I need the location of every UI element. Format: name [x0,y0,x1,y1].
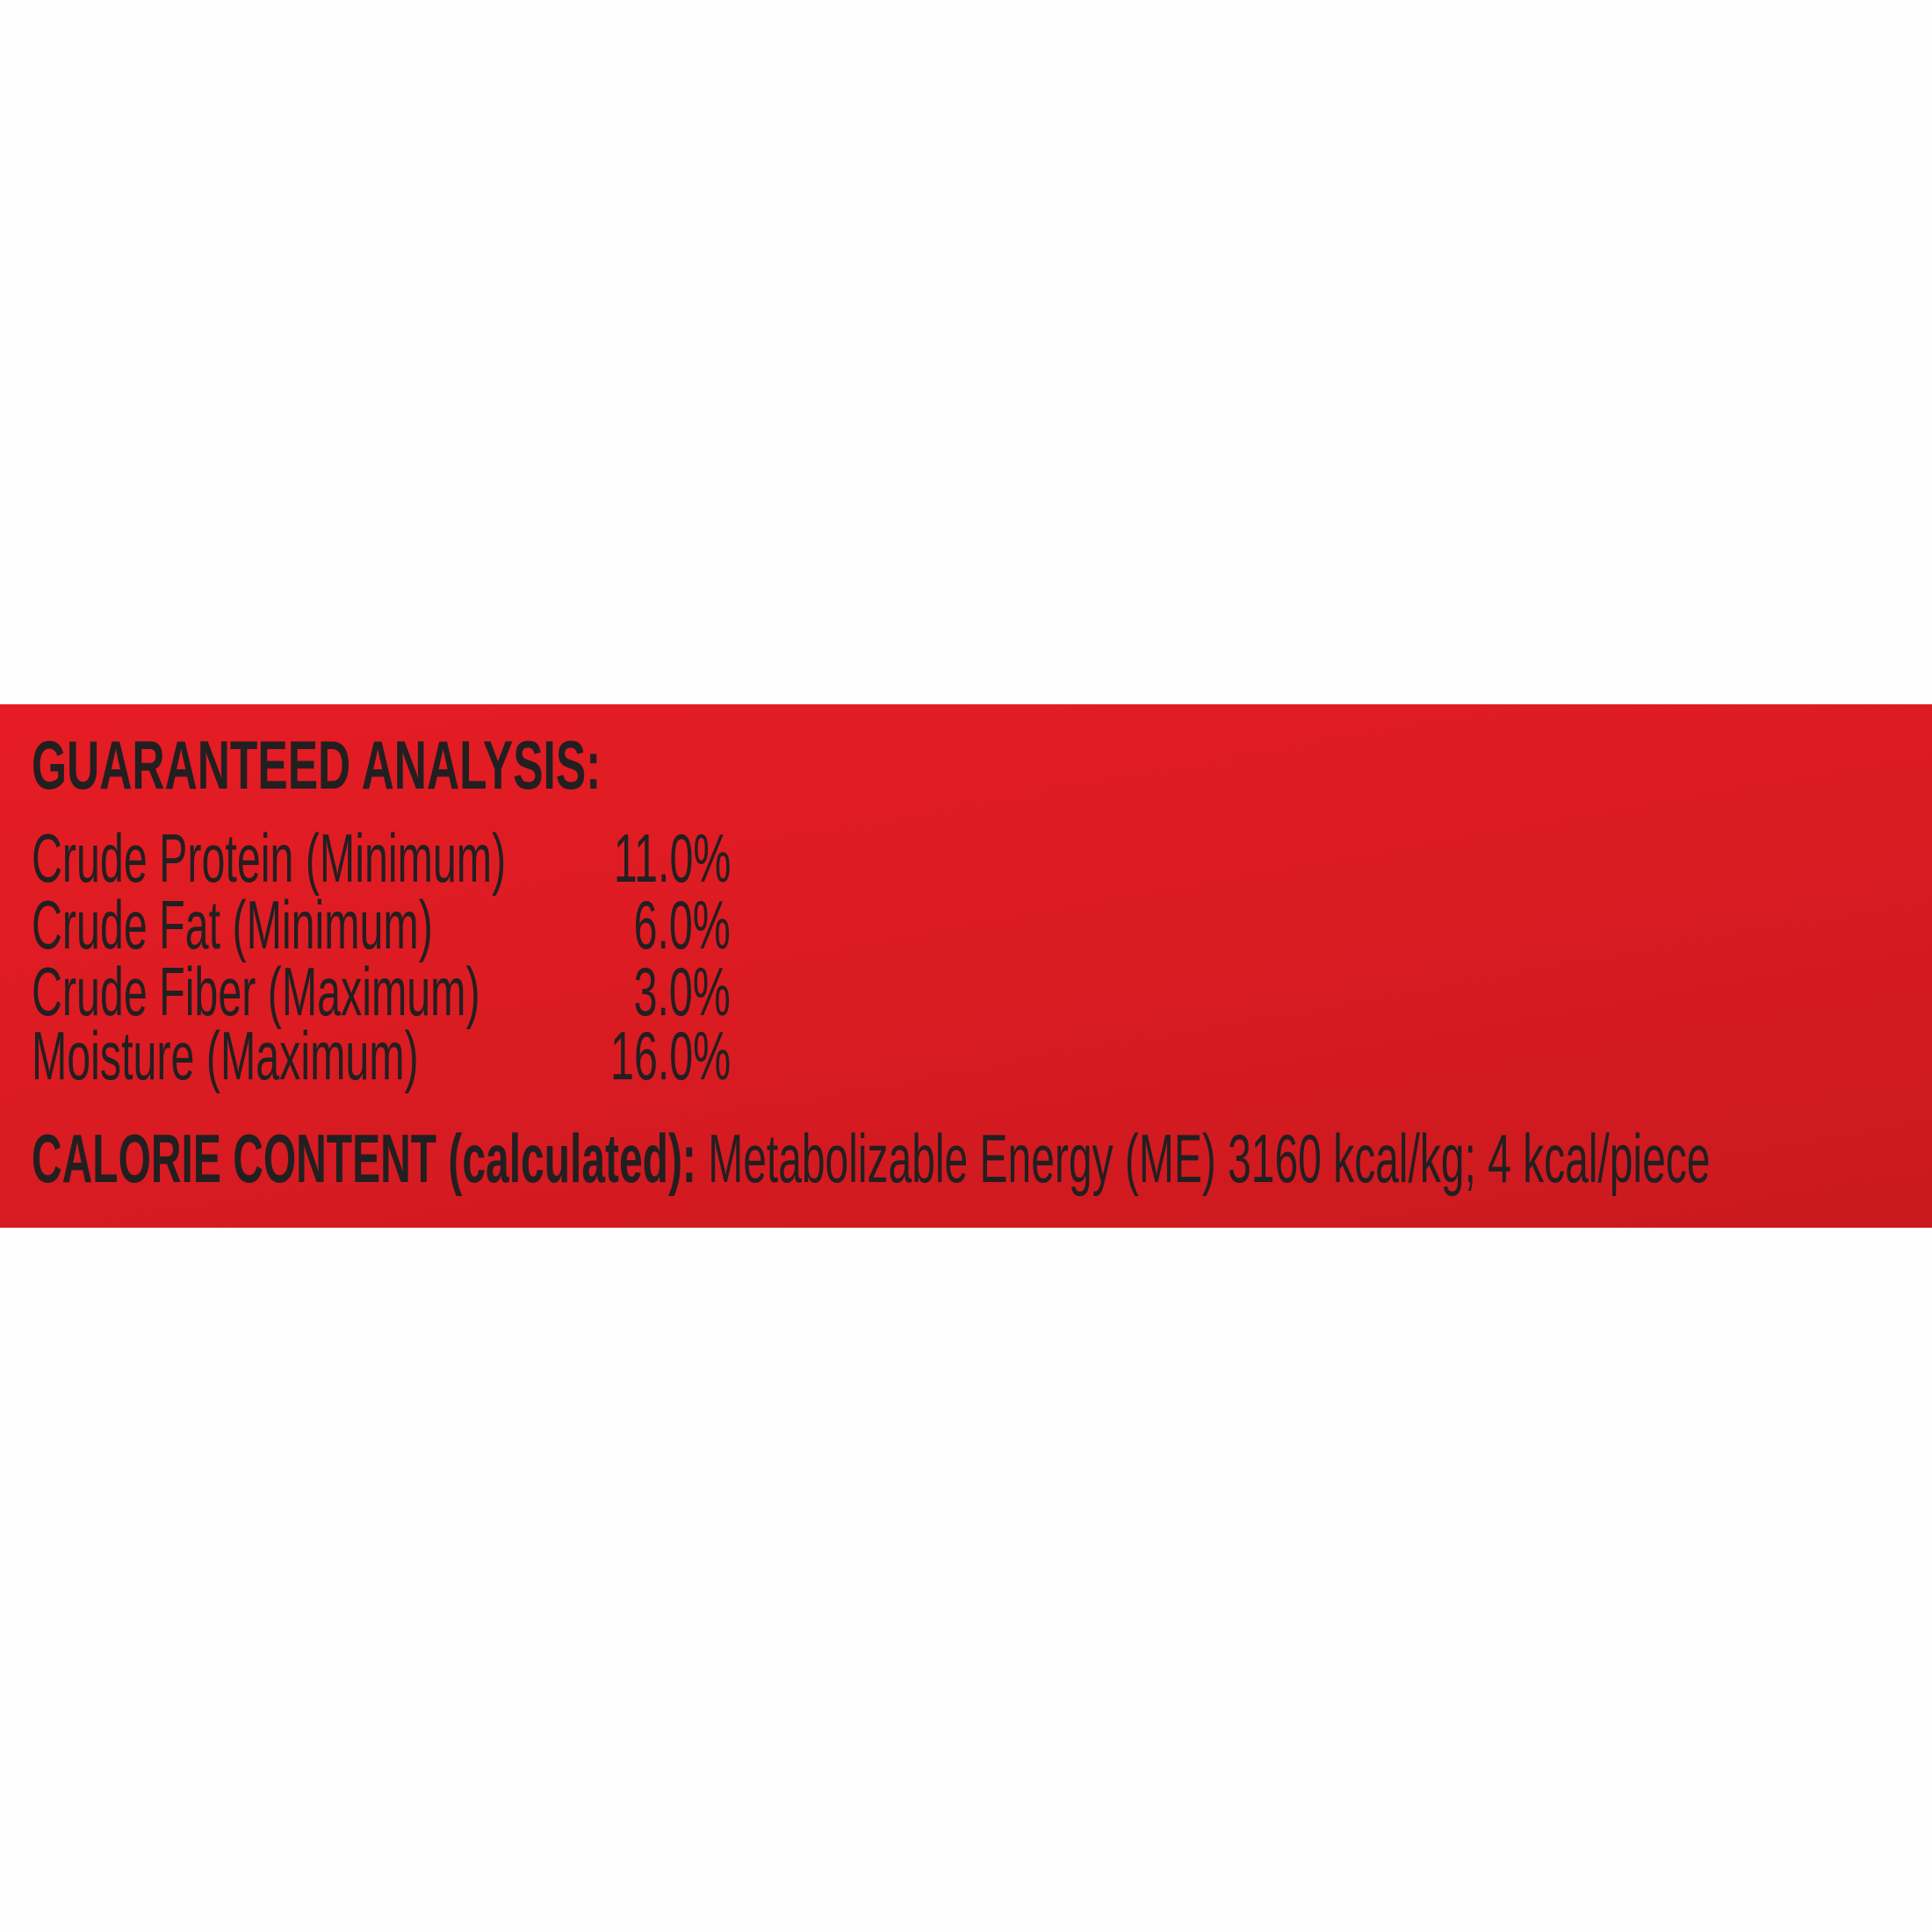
guaranteed-analysis-panel [0,704,1932,1228]
analysis-row-value: 11.0% [613,819,731,897]
analysis-row-value: 3.0% [633,953,731,1030]
analysis-row-label: Crude Fiber (Maximum) [32,953,480,1030]
analysis-row-value: 6.0% [633,886,731,963]
calorie-content: CALORIE CONTENT (calculated): Metaboliza… [32,1124,1710,1193]
analysis-row-label: Moisture (Maximum) [32,1017,419,1094]
analysis-row-value: 16.0% [609,1017,731,1094]
panel-heading: GUARANTEED ANALYSIS: [32,726,602,804]
analysis-row-label: Crude Protein (Minimum) [32,819,507,897]
calorie-value: Metabolizable Energy (ME) 3160 kcal/kg; … [696,1120,1711,1197]
analysis-row-label: Crude Fat (Minimum) [32,886,433,963]
calorie-label: CALORIE CONTENT (calculated): [32,1120,696,1197]
